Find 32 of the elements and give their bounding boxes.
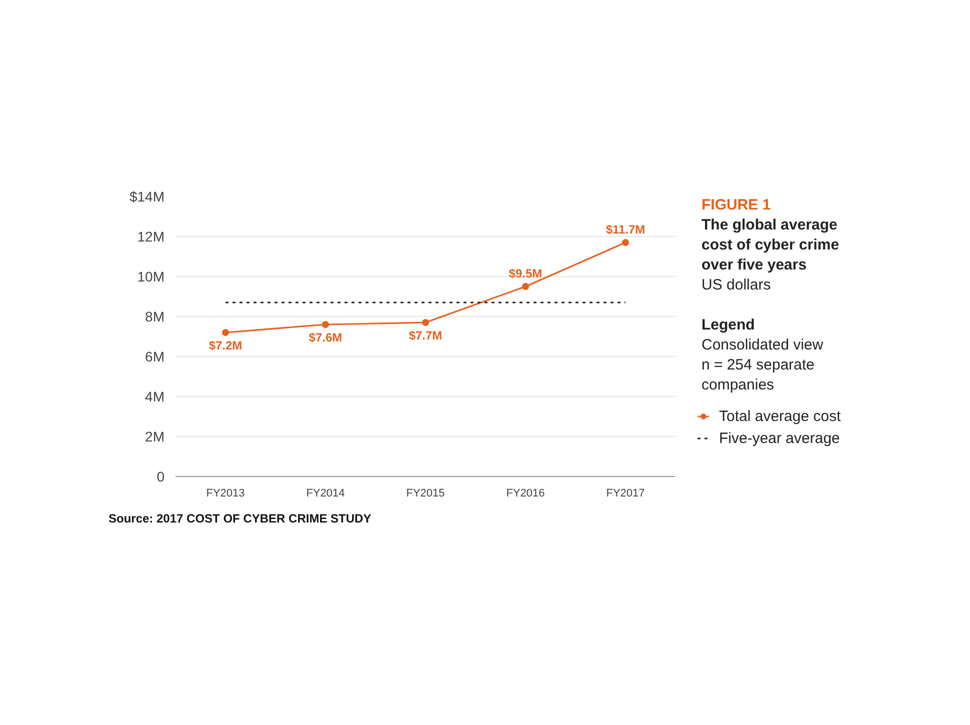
x-tick-label: FY2015 [406,488,445,500]
y-tick-label: $14M [129,188,165,204]
point [422,319,429,326]
source-note: Source: 2017 COST OF CYBER CRIME STUDY [108,512,372,526]
y-tick-label: 10M [137,268,164,284]
point [622,239,629,246]
y-tick-label: 0 [156,468,165,484]
x-tick-label: FY2013 [206,488,245,500]
y-tick-label: 4M [145,388,165,404]
text: n = 254 separate companies [702,356,815,394]
data-label: $9.5M [508,266,542,280]
text: The global average cost of cyber crime over five years [702,216,840,274]
point [222,329,229,336]
legend-label: Five-year average [719,430,840,446]
y-tick-label: 12M [137,228,164,244]
x-tick-label: FY2016 [506,488,545,500]
point [522,283,529,290]
point [322,321,329,328]
data-label: $7.6M [308,330,342,344]
y-tick-label: 6M [145,348,165,364]
legend-title: Legend [702,316,755,334]
text: FIGURE 1 [702,196,771,214]
legend-label: Total average cost [719,408,841,424]
data-label: $11.7M [606,222,646,236]
text: Consolidated view [702,336,824,354]
text: US dollars [702,276,771,294]
data-label: $7.2M [208,338,242,352]
y-tick-label: 8M [145,308,165,324]
x-tick-label: FY2017 [606,488,645,500]
data-label: $7.7M [408,328,442,342]
y-tick-label: 2M [145,428,165,444]
x-tick-label: FY2014 [306,488,345,500]
